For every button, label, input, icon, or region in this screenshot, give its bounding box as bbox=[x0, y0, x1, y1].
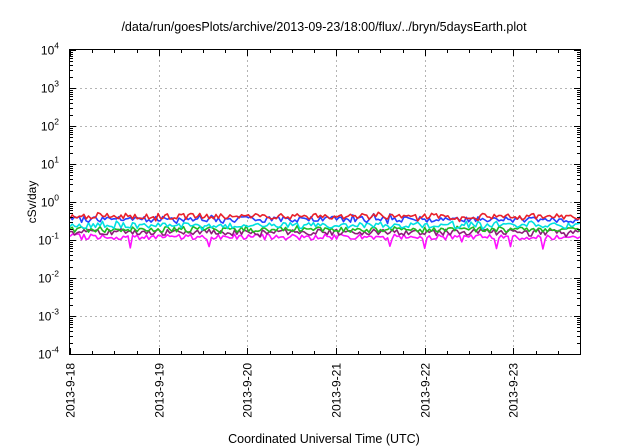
x-tick-label: 2013-9-21 bbox=[330, 363, 344, 418]
x-tick-label: 2013-9-18 bbox=[64, 363, 78, 418]
y-tick-label: 102 bbox=[41, 117, 59, 134]
y-tick-label: 10-4 bbox=[38, 345, 59, 362]
y-tick-label: 10-2 bbox=[38, 269, 59, 286]
ticks: 10-4 10-3 10-2 10-1 100 101 102 103 104 2013-9-18… bbox=[38, 41, 580, 418]
x-tick-label: 2013-9-23 bbox=[507, 363, 521, 418]
x-axis-label: Coordinated Universal Time (UTC) bbox=[228, 432, 420, 446]
y-tick-label: 104 bbox=[41, 41, 59, 58]
series-line bbox=[69, 220, 581, 231]
series-group bbox=[69, 211, 581, 250]
y-tick-label: 10-3 bbox=[38, 307, 59, 324]
series-line bbox=[70, 228, 581, 238]
series-line bbox=[69, 212, 581, 225]
x-tick-label: 2013-9-19 bbox=[153, 363, 167, 418]
grid bbox=[70, 50, 580, 354]
plot-frame bbox=[69, 49, 581, 355]
series-line bbox=[69, 211, 581, 223]
x-tick-label: 2013-9-22 bbox=[419, 363, 433, 418]
series-line bbox=[69, 233, 581, 250]
series-line bbox=[69, 224, 581, 235]
y-tick-label: 103 bbox=[41, 79, 59, 96]
y-tick-label: 10-1 bbox=[38, 231, 59, 248]
x-tick-label: 2013-9-20 bbox=[241, 363, 255, 418]
y-tick-label: 100 bbox=[41, 193, 59, 210]
y-axis-label: cSv/day bbox=[25, 181, 39, 224]
chart-title: /data/run/goesPlots/archive/2013-09-23/1… bbox=[121, 20, 527, 34]
y-tick-label: 101 bbox=[41, 155, 59, 172]
